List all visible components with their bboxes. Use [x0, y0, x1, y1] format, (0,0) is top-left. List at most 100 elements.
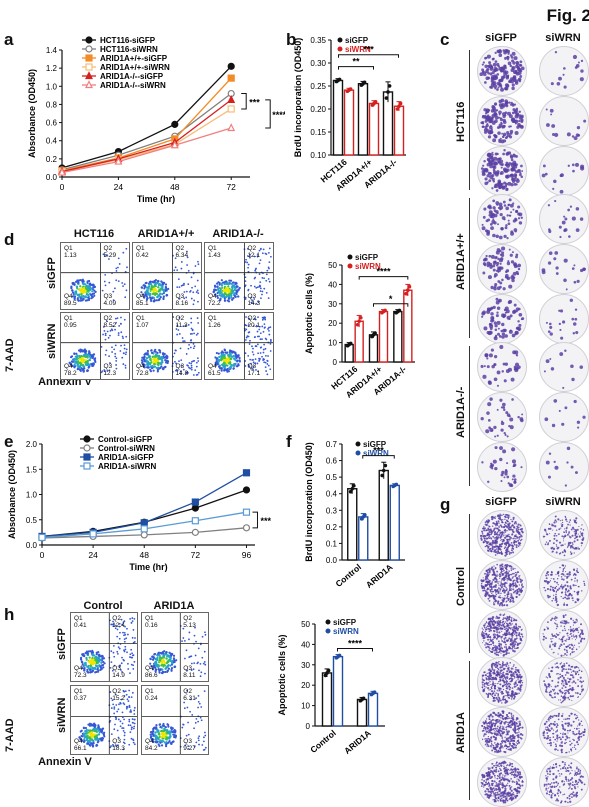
colony-dots: [478, 245, 526, 293]
y-tick-label: 50: [301, 620, 310, 629]
significance-label: **: [352, 57, 360, 67]
colony-plate: [539, 194, 589, 244]
y-tick-label: 50: [328, 261, 337, 270]
significance-bracket: [339, 55, 399, 58]
plate-column-label: siWRN: [539, 496, 587, 508]
quadrant-name: Q1: [208, 245, 221, 252]
quadrant-value: 1.07: [136, 322, 149, 329]
quadrant-name: Q4: [145, 738, 158, 745]
quadrant-value: 72.8: [136, 370, 149, 377]
quadrant-name: Q3: [183, 665, 195, 672]
colony-plate: [477, 244, 527, 294]
flow-column-label: ARID1A-/-: [204, 228, 272, 240]
significance-label: ***: [373, 446, 384, 456]
legend-label: siGFP: [345, 36, 369, 45]
x-tick-label: 48: [170, 182, 180, 192]
panel-letter-g: g: [440, 495, 450, 515]
colony-dots: [478, 47, 526, 95]
colony-dots: [478, 147, 526, 195]
bar: [348, 489, 357, 560]
quadrant-value: 72.3: [74, 672, 87, 679]
colony-plate: [539, 294, 589, 344]
quadrant-name: Q3: [175, 363, 188, 370]
y-tick-label: 0.4: [326, 490, 338, 499]
bar-chart-d: 01020304050HCT116ARID1A+/+ARID1A-/-Apopt…: [300, 240, 440, 420]
y-tick-label: 0.2: [46, 155, 58, 164]
data-point: [39, 534, 45, 540]
data-point: [243, 487, 249, 493]
quadrant-value: 6.31: [183, 695, 196, 702]
flow-y-axis-label: 7-AAD: [4, 718, 16, 752]
quadrant-name: Q3: [103, 293, 116, 300]
x-tick-label: 96: [242, 550, 252, 560]
y-tick-label: 0: [306, 722, 311, 731]
colony-dots: [478, 611, 526, 659]
quadrant-value: 0.24: [145, 695, 158, 702]
plate-row-label: ARID1A-/-: [455, 387, 467, 438]
x-tick-label: ARID1A: [342, 728, 373, 756]
colony-plate: [539, 392, 589, 442]
legend-label: ARID1A-siGFP: [98, 453, 154, 462]
quadrant-value: 9.27: [183, 745, 196, 752]
quadrant-name: Q2: [175, 245, 188, 252]
legend-label: ARID1A+/+-siWRN: [100, 63, 170, 72]
quadrant-name: Q3: [183, 738, 196, 745]
legend-label: ARID1A+/+-siGFP: [100, 54, 168, 63]
legend-marker: [84, 436, 90, 442]
quadrant-name: Q2: [183, 688, 196, 695]
quadrant-name: Q4: [64, 363, 77, 370]
replicate-dot: [363, 513, 367, 517]
replicate-dot: [408, 285, 412, 289]
data-point: [228, 75, 234, 81]
quadrant-name: Q1: [64, 245, 77, 252]
replicate-dot: [406, 288, 410, 292]
plate-row-label: Control: [455, 566, 467, 605]
replicate-dot: [359, 316, 363, 320]
y-tick-label: 0.35: [310, 36, 326, 45]
replicate-dot: [404, 292, 408, 296]
colony-plate: [539, 244, 589, 294]
quadrant-value: 5.29: [103, 252, 116, 259]
legend-marker: [86, 55, 92, 61]
quadrant-name: Q4: [145, 665, 158, 672]
plate-row-label: ARID1A+/+: [455, 233, 467, 290]
bar: [370, 335, 378, 362]
y-tick-label: 1.0: [46, 82, 58, 91]
quadrant-value: 18.3: [112, 745, 125, 752]
legend-marker: [86, 37, 92, 43]
replicate-dot: [357, 319, 361, 323]
data-point: [228, 96, 234, 102]
colony-dots: [540, 758, 588, 806]
plate-column-label: siGFP: [477, 32, 525, 44]
colony-dots: [540, 443, 588, 491]
y-tick-label: 0: [333, 358, 338, 367]
quadrant-value: 12.3: [103, 370, 116, 377]
y-tick-label: 0.1: [326, 539, 338, 548]
y-tick-label: 0.0: [46, 173, 58, 182]
y-tick-label: 0.30: [310, 59, 326, 68]
x-tick-label: 48: [140, 550, 150, 560]
bar: [359, 84, 368, 155]
legend-label: Control-siWRN: [98, 444, 155, 453]
legend-marker: [338, 47, 343, 52]
y-tick-label: 20: [328, 319, 337, 328]
quadrant-value: 86.6: [145, 672, 158, 679]
colony-plate: [539, 146, 589, 196]
colony-plate: [539, 560, 589, 610]
colony-plate: [477, 294, 527, 344]
significance-label: ***: [363, 45, 374, 55]
significance-label: ****: [376, 267, 391, 277]
quadrant-name: Q4: [74, 665, 87, 672]
colony-plate: [477, 194, 527, 244]
quadrant-value: 14.3: [247, 300, 260, 307]
